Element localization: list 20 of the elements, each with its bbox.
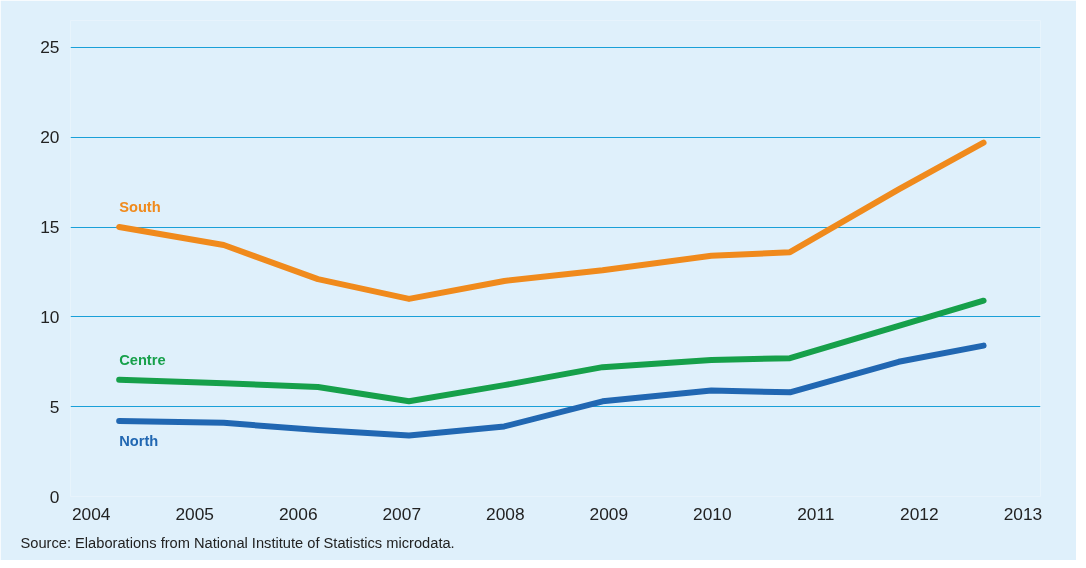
y-tick-label: 15 <box>40 217 60 238</box>
y-tick-label: 25 <box>40 37 60 58</box>
y-tick-label: 10 <box>40 306 60 327</box>
x-tick-label: 2006 <box>278 503 318 524</box>
x-tick-label: 2009 <box>589 503 629 524</box>
series-label: Centre <box>119 351 166 368</box>
x-tick-label: 2007 <box>382 503 422 524</box>
x-tick-label: 2012 <box>900 503 939 524</box>
y-tick-label: 20 <box>40 127 60 148</box>
x-tick-label: 2013 <box>1003 503 1043 524</box>
x-tick-label: 2010 <box>693 503 732 524</box>
x-tick-label: 2011 <box>797 503 835 524</box>
source-note: Source: Elaborations from National Institute of Statistics microdata. <box>20 534 455 551</box>
x-tick-label: 2004 <box>71 503 111 524</box>
y-tick-label: 0 <box>49 486 60 507</box>
y-tick-label: 5 <box>49 396 60 417</box>
series-label: South <box>119 199 161 216</box>
series-label: North <box>119 433 159 450</box>
x-tick-label: 2005 <box>175 503 215 524</box>
x-tick-label: 2008 <box>486 503 525 524</box>
